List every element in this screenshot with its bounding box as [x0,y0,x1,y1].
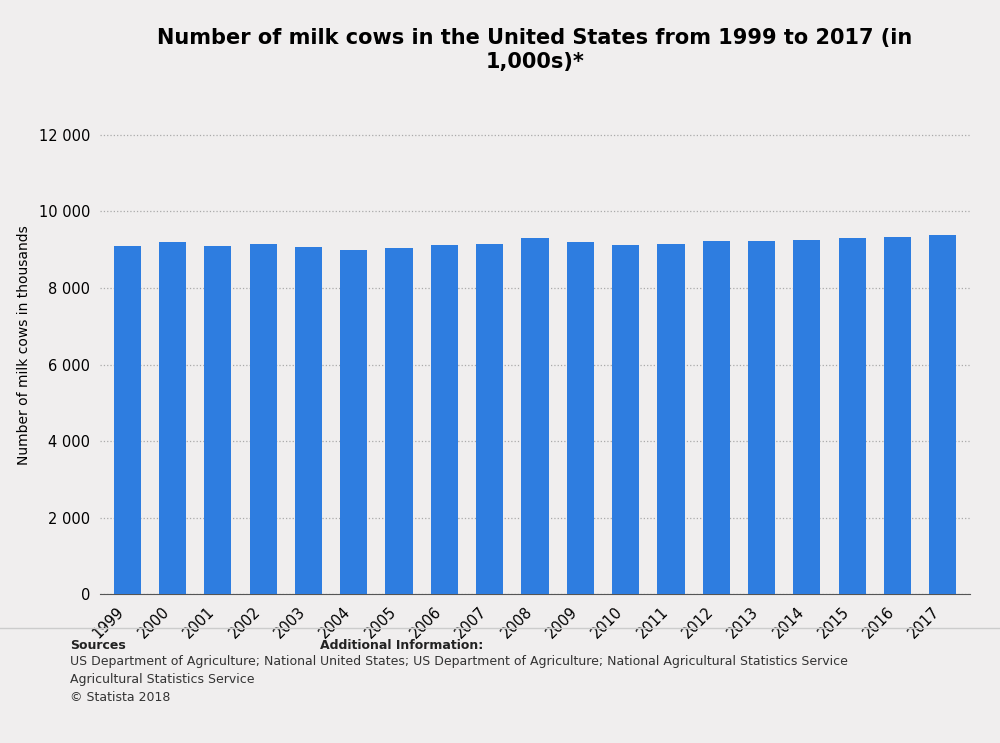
Bar [159,242,186,594]
Bar [929,235,956,594]
Bar [657,244,685,594]
Bar [385,248,413,594]
Bar [431,245,458,594]
Bar [884,237,911,594]
Bar [204,246,231,594]
Bar [567,242,594,594]
Text: Sources: Sources [70,639,126,652]
Bar [114,246,141,594]
Bar [793,240,820,594]
Bar [476,244,503,594]
Title: Number of milk cows in the United States from 1999 to 2017 (in
1,000s)*: Number of milk cows in the United States… [157,28,913,71]
Bar [521,238,549,594]
Bar [612,245,639,594]
Bar [748,241,775,594]
Text: Additional Information:: Additional Information: [320,639,483,652]
Bar [839,238,866,594]
Text: United States; US Department of Agriculture; National Agricultural Statistics Se: United States; US Department of Agricult… [320,655,848,668]
Bar [295,247,322,594]
Bar [340,250,367,594]
Text: US Department of Agriculture; National
Agricultural Statistics Service
© Statist: US Department of Agriculture; National A… [70,655,316,704]
Y-axis label: Number of milk cows in thousands: Number of milk cows in thousands [17,226,31,465]
Bar [703,241,730,594]
Bar [250,244,277,594]
